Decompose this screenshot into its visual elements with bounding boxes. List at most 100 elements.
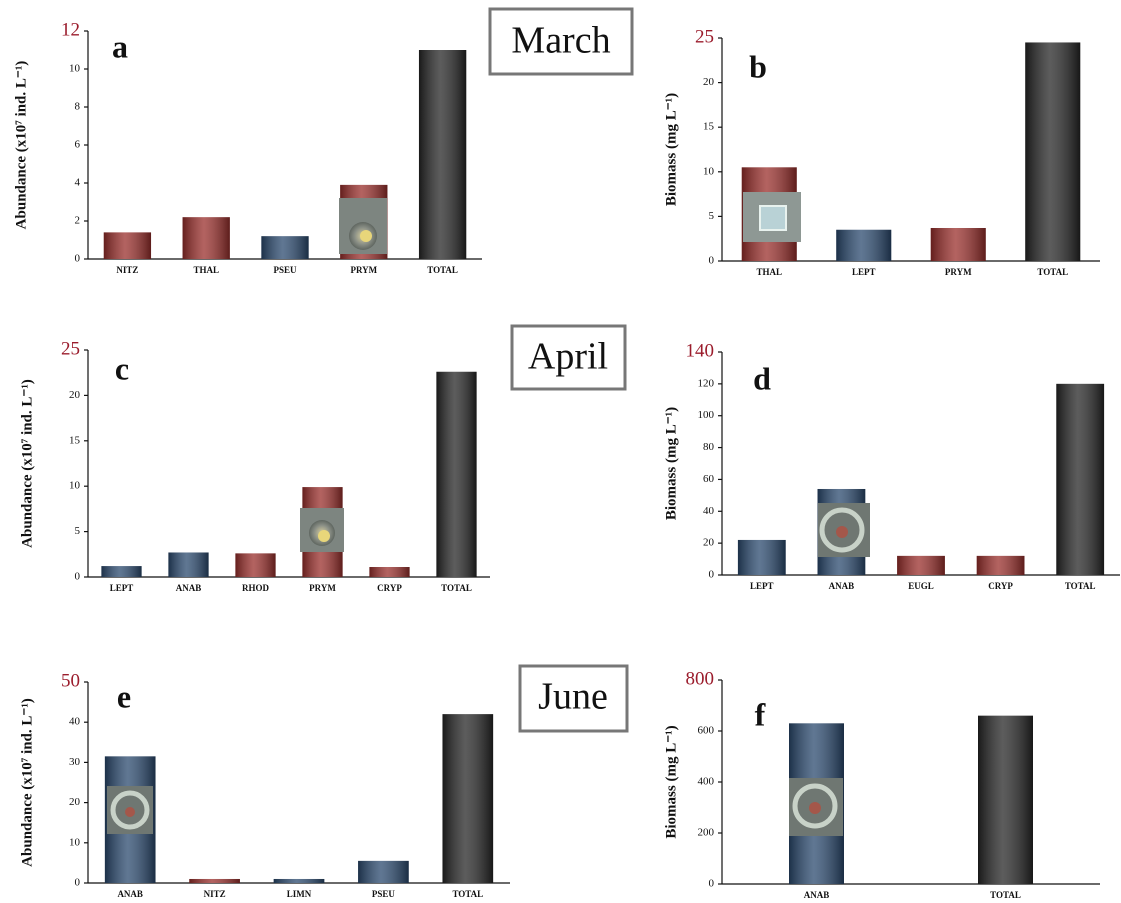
y-tick-label: 0 [75, 877, 81, 889]
bar-shading [1025, 42, 1081, 262]
bar-shading [897, 555, 945, 575]
y-tick-label: 5 [75, 525, 81, 537]
x-tick-label: LIMN [287, 889, 312, 899]
micrograph [339, 198, 387, 254]
x-tick-label: TOTAL [990, 890, 1021, 900]
bar-shading [1056, 383, 1105, 575]
x-tick-label: PRYM [350, 265, 377, 275]
bar-shading [261, 236, 309, 259]
y-tick-label: 80 [703, 441, 715, 453]
y-tick-label: 0 [75, 571, 81, 583]
y-tick-label: 40 [703, 505, 715, 517]
y-tick-label: 6 [75, 139, 81, 151]
micrograph [789, 778, 843, 836]
bar-shading [168, 552, 209, 577]
y-tick-label: 10 [69, 836, 81, 848]
bar-shading [182, 217, 230, 259]
y-tick-label: 5 [709, 210, 715, 222]
x-tick-label: CRYP [988, 581, 1013, 591]
x-tick-label: NITZ [204, 889, 226, 899]
bar-shading [978, 715, 1033, 884]
micrograph [818, 503, 870, 557]
y-tick-label: 140 [686, 340, 715, 361]
x-tick-label: TOTAL [427, 265, 458, 275]
bar-shading [442, 714, 494, 883]
y-tick-label: 0 [709, 569, 715, 581]
panel-letter: d [753, 360, 771, 396]
y-tick-label: 600 [698, 725, 715, 737]
bar-shading [976, 555, 1025, 575]
y-tick-label: 100 [698, 409, 715, 421]
micrograph [107, 786, 153, 834]
bar-shading [418, 50, 467, 259]
y-axis-label: Abundance (x10⁷ ind. L⁻¹) [19, 379, 35, 548]
bar-shading [737, 539, 786, 575]
y-tick-label: 10 [69, 63, 81, 75]
bar-shading [930, 227, 986, 261]
micrograph [300, 508, 344, 552]
x-tick-label: THAL [756, 267, 782, 277]
y-tick-label: 20 [69, 796, 81, 808]
y-tick-label: 0 [709, 878, 715, 890]
y-tick-label: 800 [686, 668, 715, 689]
bar-shading [436, 371, 477, 577]
x-tick-label: THAL [193, 265, 219, 275]
month-label: June [538, 676, 608, 718]
panel-letter: c [115, 350, 129, 386]
x-tick-label: RHOD [242, 583, 270, 593]
y-axis-label: Biomass (mg L⁻¹) [663, 93, 679, 206]
y-tick-label: 2 [75, 215, 81, 227]
x-tick-label: ANAB [804, 890, 830, 900]
y-axis-label: Biomass (mg L⁻¹) [663, 725, 679, 838]
y-tick-label: 50 [61, 670, 80, 691]
month-box [510, 324, 627, 391]
x-tick-label: TOTAL [452, 889, 483, 899]
month-label: March [511, 20, 610, 62]
bar-shading [369, 567, 410, 577]
y-tick-label: 10 [69, 480, 81, 492]
micrograph [743, 192, 801, 242]
y-tick-label: 20 [703, 537, 715, 549]
x-tick-label: LEPT [852, 267, 876, 277]
plots: 0 2 4 6 8 10 12 NITZ THAL PSEU PRYM TOTAL a Abundance… [13, 19, 1120, 900]
y-tick-label: 400 [698, 776, 715, 788]
y-tick-label: 0 [709, 255, 715, 267]
y-tick-label: 40 [69, 716, 81, 728]
y-tick-label: 8 [75, 101, 81, 113]
x-tick-label: PSEU [372, 889, 396, 899]
y-tick-label: 200 [698, 827, 715, 839]
y-tick-label: 30 [69, 756, 81, 768]
bar-shading [273, 878, 325, 883]
y-tick-label: 12 [61, 19, 80, 40]
x-tick-label: ANAB [829, 581, 855, 591]
month-box [488, 7, 634, 76]
panel-letter: b [749, 48, 767, 84]
x-tick-label: CRYP [377, 583, 402, 593]
x-tick-label: LEPT [110, 583, 134, 593]
x-tick-label: PRYM [309, 583, 336, 593]
y-axis-label: Abundance (x10⁷ ind. L⁻¹) [19, 698, 35, 867]
y-tick-label: 120 [698, 377, 715, 389]
y-tick-label: 60 [703, 473, 715, 485]
panel-letter: a [112, 28, 128, 64]
x-tick-label: ANAB [176, 583, 202, 593]
y-tick-label: 20 [69, 389, 81, 401]
x-tick-label: TOTAL [441, 583, 472, 593]
x-tick-label: LEPT [750, 581, 774, 591]
x-tick-label: PRYM [945, 267, 972, 277]
y-axis-label: Biomass (mg L⁻¹) [663, 407, 679, 520]
bar-shading [235, 553, 276, 577]
panel-letter: e [117, 678, 131, 714]
x-tick-label: TOTAL [1037, 267, 1068, 277]
x-tick-label: TOTAL [1065, 581, 1096, 591]
y-tick-label: 25 [695, 26, 714, 47]
x-tick-label: PSEU [273, 265, 297, 275]
x-tick-label: ANAB [117, 889, 143, 899]
y-tick-label: 15 [703, 121, 715, 133]
month-label: April [528, 336, 608, 378]
y-tick-label: 4 [75, 177, 81, 189]
bar-shading [358, 860, 409, 883]
y-tick-label: 20 [703, 76, 715, 88]
month-box [518, 664, 629, 733]
